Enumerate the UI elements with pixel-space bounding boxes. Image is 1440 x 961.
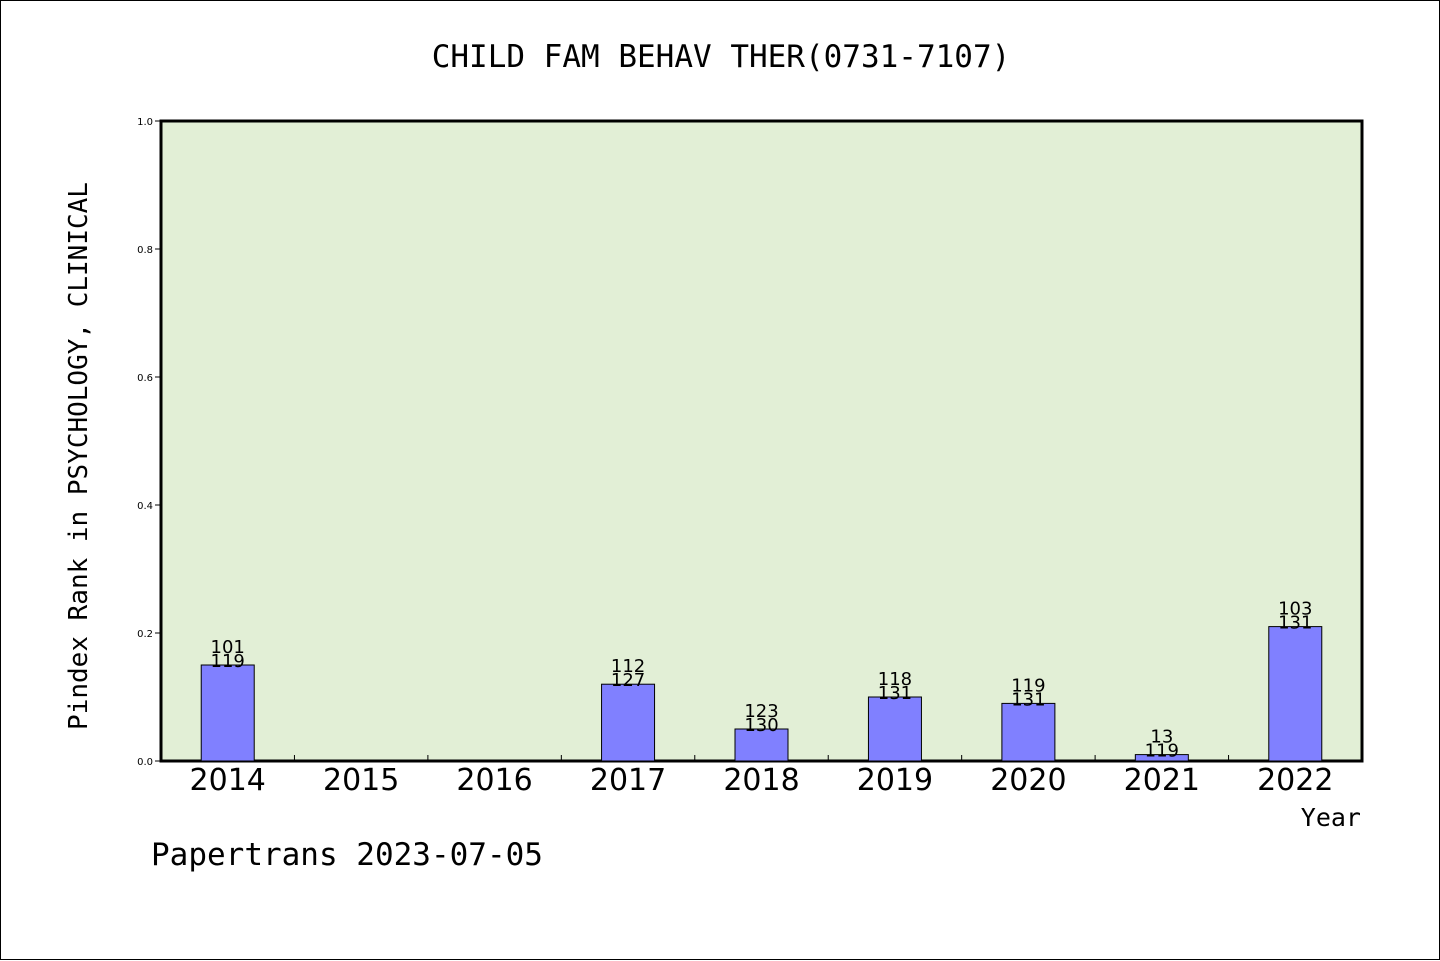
- x-tick-label: 2017: [590, 763, 666, 798]
- y-tick-label: 0.4: [137, 501, 153, 512]
- y-tick-label: 1.0: [137, 117, 153, 128]
- x-tick-label: 2019: [857, 763, 933, 798]
- y-tick-label: 0.8: [137, 245, 153, 256]
- bar-total-label: 127: [611, 670, 645, 691]
- y-tick-label: 0.6: [137, 373, 153, 384]
- x-tick-label: 2018: [723, 763, 799, 798]
- y-axis: 0.0 0.2 0.4 0.6 0.8 1.0: [137, 117, 161, 768]
- x-axis-label: Year: [1301, 803, 1361, 832]
- x-tick-label: 2022: [1257, 763, 1333, 798]
- bar-total-label: 131: [878, 683, 912, 704]
- x-tick-label: 2021: [1124, 763, 1200, 798]
- bar-total-label: 131: [1011, 689, 1045, 710]
- y-axis-label: Pindex Rank in PSYCHOLOGY, CLINICAL: [64, 182, 94, 730]
- y-tick-label: 0.0: [137, 757, 153, 768]
- bar: [1268, 626, 1323, 762]
- bar-total-label: 130: [744, 715, 778, 736]
- bar: [1001, 702, 1056, 762]
- x-tick-label: 2015: [323, 763, 399, 798]
- bar: [867, 696, 922, 762]
- bar: [200, 664, 255, 762]
- bar: [1134, 754, 1189, 762]
- x-tick-label: 2014: [190, 763, 266, 798]
- plot-area: [159, 119, 1364, 763]
- bar-rank-label: 119: [1011, 675, 1045, 696]
- bar-total-label: 131: [1278, 613, 1312, 634]
- bar-total-label: 119: [211, 651, 245, 672]
- chart-title: CHILD FAM BEHAV THER(0731-7107): [432, 39, 1011, 75]
- bar: [601, 683, 656, 762]
- x-tick-label: 2016: [456, 763, 532, 798]
- x-tick-label: 2020: [990, 763, 1066, 798]
- y-tick-label: 0.2: [137, 629, 153, 640]
- bar: [734, 728, 789, 762]
- x-axis: 2014 2015 2016 2017 2018 2019 2020 2021 2022: [190, 755, 1333, 798]
- footer-date: Papertrans 2023-07-05: [151, 837, 543, 873]
- bar-total-label: 119: [1145, 741, 1179, 762]
- bar-rank-label: 118: [878, 669, 912, 690]
- bar-rank-label: 101: [211, 637, 245, 658]
- bar-rank-label: 112: [611, 656, 645, 677]
- bar-rank-label: 103: [1278, 599, 1312, 620]
- bar-rank-label: 123: [744, 701, 778, 722]
- bar-rank-label: 13: [1150, 727, 1173, 748]
